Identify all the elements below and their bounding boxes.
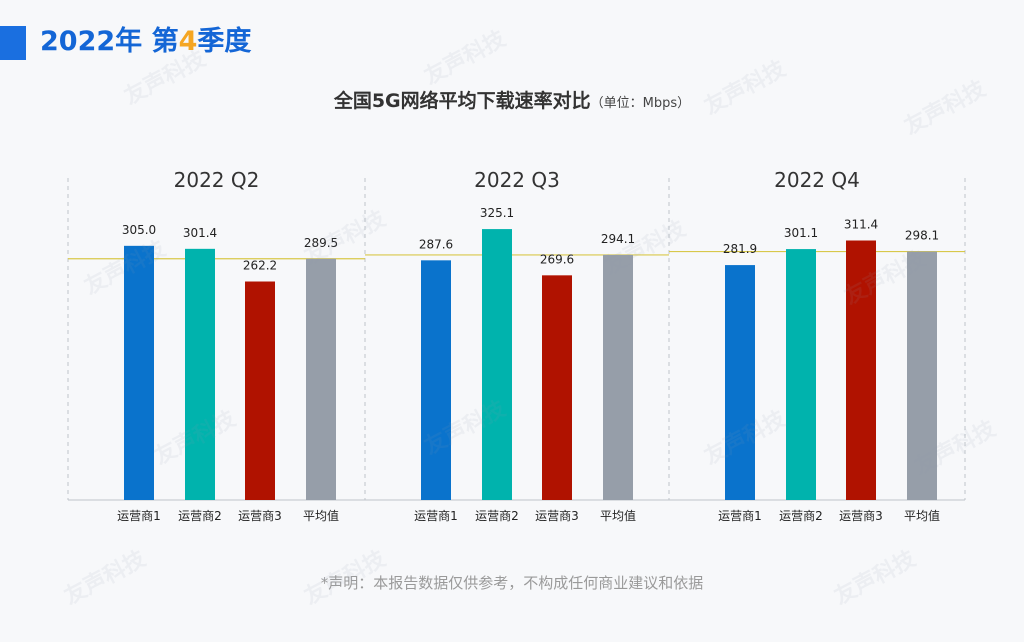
bar-2-3 — [907, 251, 937, 500]
bar-chart: 2022 Q2 305.0 运营商1 301.4 运营商2 262.2 运营商3 289.5 平… — [67, 168, 966, 523]
category-label-2-3: 平均值 — [904, 508, 940, 523]
bar-0-3 — [306, 258, 336, 500]
value-label-2-3: 298.1 — [905, 229, 939, 243]
value-label-2-0: 281.9 — [723, 242, 757, 256]
bar-0-1 — [185, 248, 215, 500]
bar-0-0 — [124, 245, 154, 500]
category-label-1-1: 运营商2 — [475, 508, 519, 523]
category-label-2-0: 运营商1 — [718, 508, 762, 523]
value-label-2-1: 301.1 — [784, 226, 818, 240]
bar-2-2 — [846, 240, 876, 500]
category-label-0-3: 平均值 — [303, 508, 339, 523]
value-label-2-2: 311.4 — [844, 218, 878, 232]
category-label-1-2: 运营商3 — [535, 508, 579, 523]
bar-2-0 — [725, 265, 755, 500]
value-label-0-2: 262.2 — [243, 259, 277, 273]
value-label-0-1: 301.4 — [183, 226, 217, 240]
category-label-1-3: 平均值 — [600, 508, 636, 523]
header-accent-bar — [0, 26, 26, 60]
bar-1-2 — [542, 275, 572, 500]
title-quarter-post: 季度 — [197, 26, 252, 57]
bar-2-1 — [786, 249, 816, 500]
group-label-2: 2022 Q4 — [774, 168, 860, 192]
bar-1-3 — [603, 254, 633, 500]
value-label-1-1: 325.1 — [480, 206, 514, 220]
category-label-2-1: 运营商2 — [779, 508, 823, 523]
value-label-0-0: 305.0 — [122, 223, 156, 237]
bar-1-1 — [482, 229, 512, 501]
category-label-0-1: 运营商2 — [178, 508, 222, 523]
title-year: 2022年 — [40, 26, 143, 57]
value-label-1-0: 287.6 — [419, 237, 453, 251]
value-label-1-3: 294.1 — [601, 232, 635, 246]
category-label-0-0: 运营商1 — [117, 508, 161, 523]
chart-title: 全国5G网络平均下载速率对比（单位：Mbps） — [0, 86, 1024, 113]
group-label-1: 2022 Q3 — [474, 168, 560, 192]
category-label-2-2: 运营商3 — [839, 508, 883, 523]
value-label-0-3: 289.5 — [304, 236, 338, 250]
title-quarter-num: 4 — [178, 26, 198, 57]
title-quarter-pre: 第 — [151, 26, 179, 57]
group-label-0: 2022 Q2 — [174, 168, 260, 192]
category-label-1-0: 运营商1 — [414, 508, 458, 523]
page-title: 2022年 第4季度 — [40, 22, 251, 62]
disclaimer-note: *声明：本报告数据仅供参考，不构成任何商业建议和依据 — [320, 574, 704, 592]
value-label-1-2: 269.6 — [540, 252, 574, 266]
bar-1-0 — [421, 260, 451, 500]
chart-title-unit: （单位：Mbps） — [590, 96, 691, 111]
bar-0-2 — [245, 281, 275, 500]
chart-title-main: 全国5G网络平均下载速率对比 — [333, 90, 591, 112]
category-label-0-2: 运营商3 — [238, 508, 282, 523]
